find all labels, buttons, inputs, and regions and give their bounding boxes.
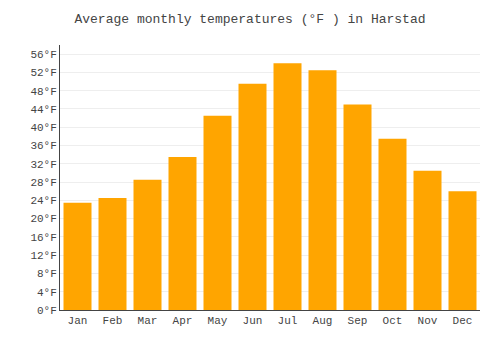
svg-text:28°F: 28°F (30, 177, 56, 189)
svg-text:Apr: Apr (173, 315, 193, 327)
svg-text:44°F: 44°F (30, 104, 56, 116)
svg-text:Jul: Jul (278, 315, 298, 327)
svg-text:Sep: Sep (348, 315, 368, 327)
svg-text:32°F: 32°F (30, 159, 56, 171)
svg-text:36°F: 36°F (30, 140, 56, 152)
svg-text:Dec: Dec (453, 315, 473, 327)
svg-text:Jan: Jan (68, 315, 88, 327)
svg-text:Aug: Aug (313, 315, 333, 327)
svg-text:40°F: 40°F (30, 122, 56, 134)
svg-text:24°F: 24°F (30, 195, 56, 207)
svg-text:Oct: Oct (383, 315, 403, 327)
svg-text:0°F: 0°F (37, 305, 57, 317)
svg-text:16°F: 16°F (30, 232, 56, 244)
svg-text:4°F: 4°F (37, 287, 57, 299)
svg-text:Jun: Jun (243, 315, 263, 327)
svg-text:52°F: 52°F (30, 67, 56, 79)
svg-text:May: May (208, 315, 228, 327)
svg-text:56°F: 56°F (30, 49, 56, 61)
svg-text:Nov: Nov (418, 315, 438, 327)
svg-text:8°F: 8°F (37, 268, 57, 280)
svg-text:48°F: 48°F (30, 86, 56, 98)
svg-text:12°F: 12°F (30, 250, 56, 262)
svg-text:Average monthly temperatures (: Average monthly temperatures (°F ) in Ha… (74, 12, 425, 27)
svg-text:Mar: Mar (138, 315, 158, 327)
svg-text:Feb: Feb (103, 315, 123, 327)
svg-text:20°F: 20°F (30, 213, 56, 225)
